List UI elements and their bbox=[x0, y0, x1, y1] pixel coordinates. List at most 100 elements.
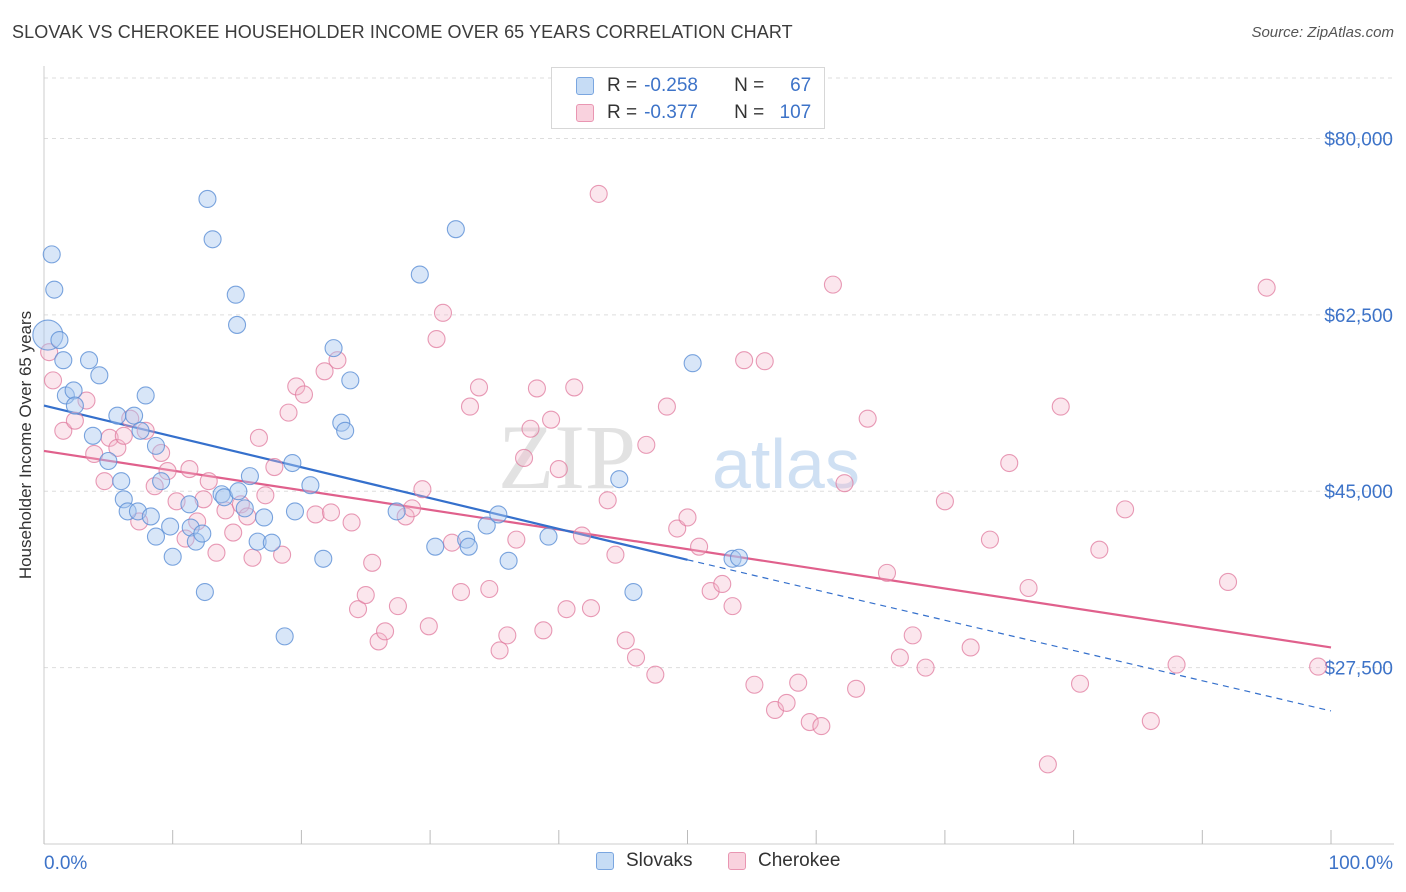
slovak-point bbox=[181, 518, 200, 537]
cherokee-point bbox=[43, 371, 63, 390]
slovak-point bbox=[65, 396, 84, 415]
cherokee-point bbox=[701, 581, 720, 601]
cherokee-point bbox=[800, 712, 819, 732]
cherokee-point bbox=[789, 673, 808, 692]
cherokee-point bbox=[690, 537, 709, 556]
cherokee-point bbox=[935, 492, 954, 511]
x-tick-label-start: 0.0% bbox=[44, 853, 87, 874]
cherokee-point bbox=[490, 641, 509, 660]
slovak-point bbox=[729, 548, 749, 567]
cherokee-point bbox=[294, 385, 314, 404]
cherokee-point bbox=[194, 490, 213, 509]
slovak-point bbox=[275, 627, 294, 646]
slovak-point bbox=[235, 499, 254, 518]
slovak-point bbox=[79, 351, 99, 370]
cherokee-point bbox=[321, 503, 341, 522]
cherokee-point bbox=[1070, 674, 1090, 693]
cherokee-point bbox=[442, 533, 462, 552]
cherokee-point bbox=[243, 548, 262, 567]
cherokee-point bbox=[54, 421, 73, 440]
slovak-point bbox=[146, 527, 166, 546]
slovak-point bbox=[285, 502, 305, 521]
n-value: 107 bbox=[779, 102, 812, 123]
cherokee-point bbox=[1141, 711, 1160, 731]
cherokee-point bbox=[376, 622, 395, 641]
slovak-trendline bbox=[43, 404, 1332, 712]
slovak-point bbox=[64, 381, 83, 400]
cherokee-point bbox=[678, 508, 697, 527]
slovak-point bbox=[324, 339, 343, 358]
cherokee-point bbox=[549, 460, 568, 479]
cherokee-points bbox=[40, 184, 1328, 774]
cherokee-point bbox=[589, 184, 608, 203]
cherokee-point bbox=[735, 351, 754, 370]
cherokee-swatch bbox=[576, 104, 594, 122]
slovak-point bbox=[90, 366, 109, 385]
y-tick-label: $62,500 bbox=[1324, 306, 1393, 327]
slovak-point bbox=[262, 533, 281, 552]
n-value: 67 bbox=[790, 75, 812, 96]
cherokee-point bbox=[40, 343, 59, 362]
slovak-trend-extension bbox=[687, 559, 1332, 712]
cherokee-point bbox=[581, 599, 601, 618]
r-value: -0.377 bbox=[644, 102, 698, 123]
axes bbox=[43, 66, 1394, 845]
slovak-point bbox=[387, 502, 406, 521]
cherokee-point bbox=[256, 486, 275, 505]
cherokee-point bbox=[480, 579, 499, 599]
cherokee-point bbox=[199, 472, 218, 491]
slovak-point bbox=[489, 505, 508, 524]
cherokee-point bbox=[961, 638, 980, 657]
slovak-point bbox=[229, 482, 248, 501]
n-label: N = bbox=[734, 102, 765, 123]
y-tick-label: $27,500 bbox=[1324, 659, 1393, 680]
cherokee-point bbox=[224, 523, 243, 542]
cherokee-point bbox=[507, 530, 526, 549]
cherokee-point bbox=[858, 409, 877, 428]
y-axis-label: Householder Income Over 65 years bbox=[16, 310, 35, 580]
cherokee-point bbox=[903, 626, 922, 645]
stats-row-cherokee: R = -0.377 N = 107 bbox=[576, 100, 811, 126]
cherokee-point bbox=[777, 693, 796, 712]
cherokee-point bbox=[980, 530, 999, 549]
cherokee-point bbox=[273, 545, 292, 564]
legend-item-cherokee[interactable]: Cherokee bbox=[728, 850, 840, 872]
cherokee-point bbox=[249, 428, 268, 447]
slovak-point bbox=[477, 516, 496, 535]
slovak-point bbox=[99, 451, 118, 471]
cherokee-point bbox=[498, 626, 517, 645]
cherokee-point bbox=[136, 421, 155, 440]
r-value: -0.258 bbox=[644, 75, 698, 96]
slovak-point bbox=[108, 406, 127, 425]
cherokee-point bbox=[427, 329, 446, 349]
cherokee-point bbox=[451, 582, 471, 602]
cherokee-point bbox=[534, 621, 553, 640]
y-tick-label: $80,000 bbox=[1324, 129, 1393, 150]
slovak-point bbox=[45, 280, 64, 299]
cherokee-point bbox=[315, 362, 334, 381]
cherokee-point bbox=[1051, 397, 1070, 416]
slovak-point bbox=[683, 354, 702, 373]
slovaks-swatch bbox=[576, 77, 594, 95]
stats-legend: R = -0.258 N = 67 R = -0.377 N = 107 bbox=[551, 67, 825, 129]
slovak-trend-line bbox=[43, 404, 688, 561]
slovak-point bbox=[410, 265, 429, 284]
cherokee-point bbox=[745, 675, 764, 694]
n-label: N = bbox=[734, 75, 765, 96]
legend-item-slovaks[interactable]: Slovaks bbox=[596, 850, 693, 872]
cherokee-point bbox=[433, 303, 453, 322]
bottom-legend: Slovaks Cherokee bbox=[0, 850, 1406, 880]
cherokee-point bbox=[114, 426, 133, 445]
cherokee-point bbox=[1218, 572, 1238, 591]
slovak-point bbox=[446, 220, 465, 239]
cherokee-point bbox=[207, 543, 226, 562]
cherokee-point bbox=[419, 617, 438, 636]
cherokee-point bbox=[616, 631, 635, 650]
cherokee-legend-swatch bbox=[728, 852, 746, 870]
slovak-point bbox=[248, 532, 267, 551]
cherokee-point bbox=[755, 352, 774, 371]
cherokee-point bbox=[723, 597, 742, 616]
cherokee-point bbox=[306, 505, 325, 524]
cherokee-point bbox=[469, 378, 489, 397]
slovak-point bbox=[114, 490, 133, 509]
